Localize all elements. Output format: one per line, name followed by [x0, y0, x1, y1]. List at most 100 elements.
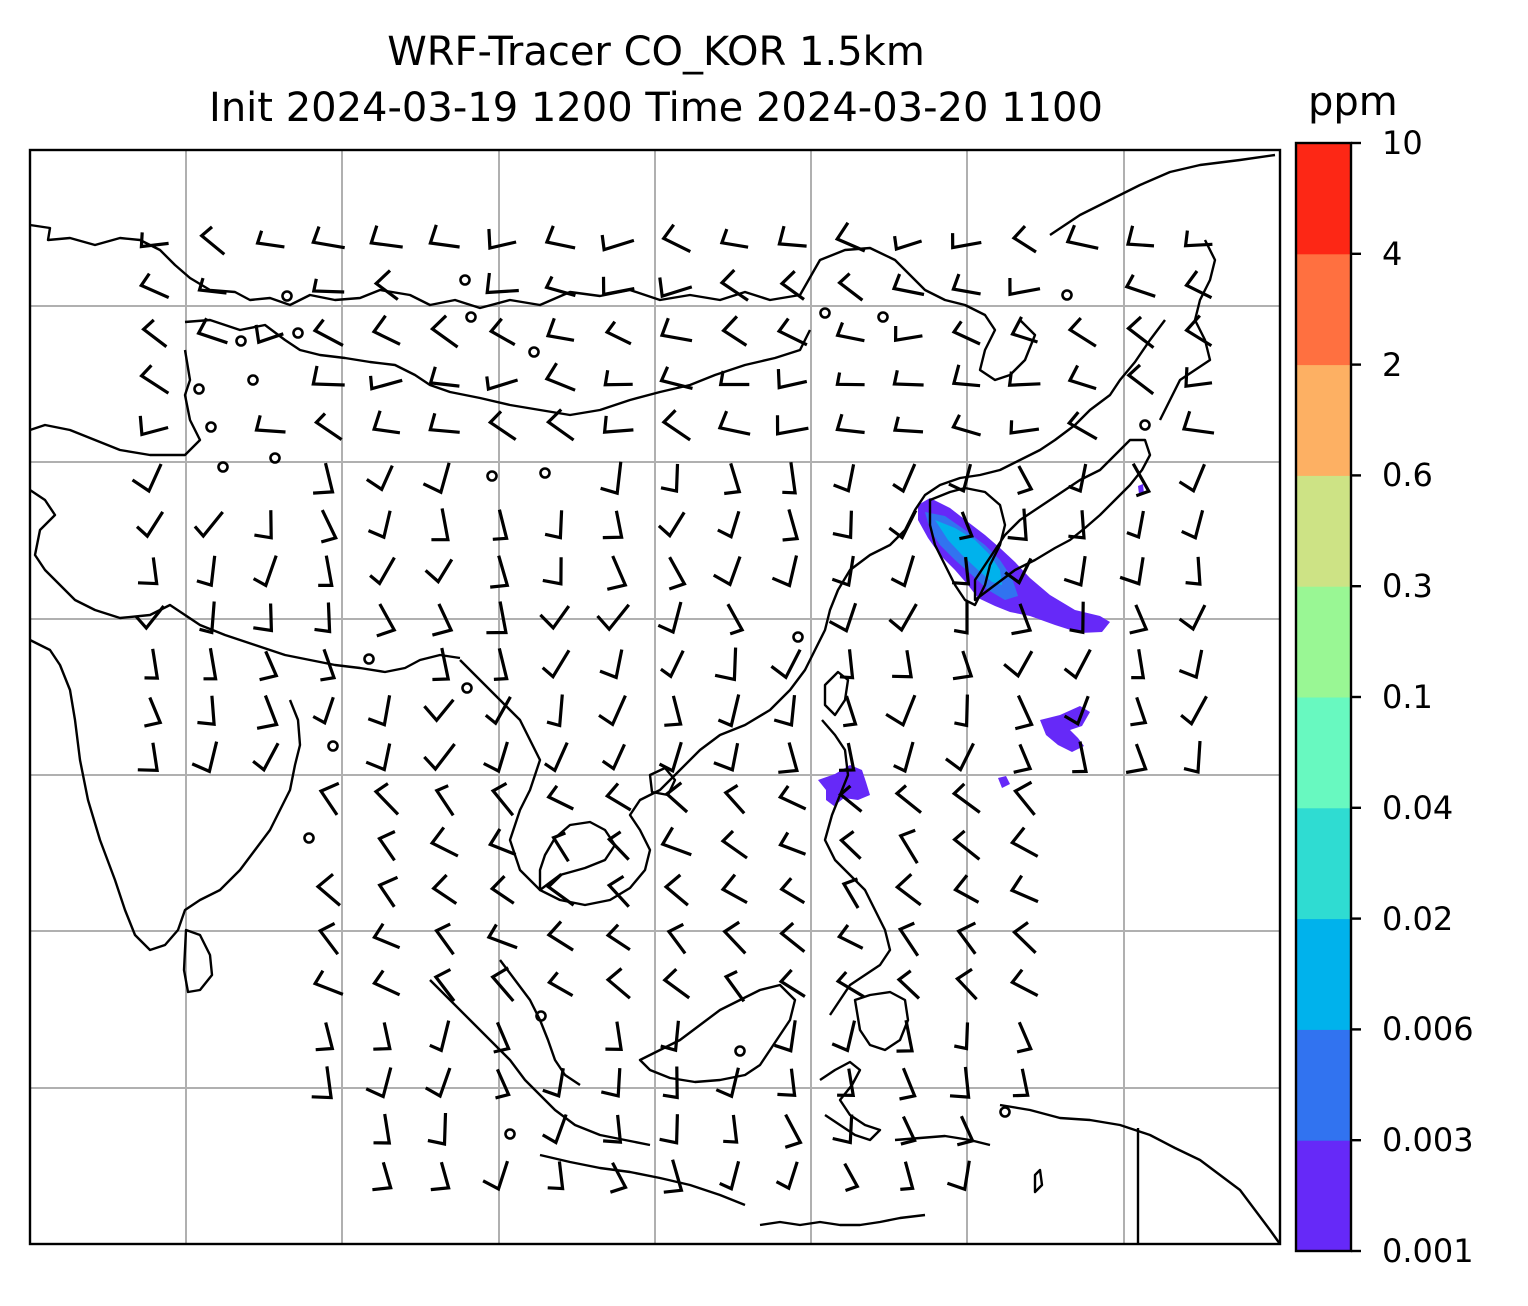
coast-west-china	[29, 349, 202, 457]
calm-circle	[539, 467, 551, 479]
wind-barb	[1012, 780, 1036, 816]
coast-borneo	[638, 983, 797, 1084]
calm-circle	[327, 740, 339, 752]
wind-barb	[1184, 314, 1213, 348]
wind-barb	[659, 317, 693, 343]
wind-barb	[1185, 556, 1202, 586]
wind-barb	[482, 1160, 510, 1192]
wind-barb	[777, 784, 807, 811]
colorbar-tick-label: 2	[1382, 345, 1403, 384]
colorbar-segment	[1296, 253, 1351, 366]
wind-barb	[313, 412, 343, 441]
wind-barb	[369, 225, 403, 249]
coast-java	[539, 1153, 746, 1207]
wind-barb	[605, 1021, 623, 1052]
coast-sulawesi	[819, 1060, 882, 1142]
wind-barb	[369, 556, 396, 586]
wind-barb	[546, 971, 574, 997]
wind-barb	[1129, 604, 1149, 635]
wind-barb	[603, 369, 633, 387]
wind-barb	[1180, 695, 1208, 727]
wind-barb	[953, 874, 980, 904]
wind-barb	[951, 556, 971, 586]
wind-barb	[547, 1161, 565, 1191]
coast-taiwan	[823, 670, 850, 717]
wind-barb	[373, 782, 400, 816]
calm-circle	[792, 631, 804, 643]
wind-barb	[1067, 364, 1097, 391]
wind-barb	[900, 1161, 915, 1191]
colorbar-segment	[1296, 807, 1351, 920]
coast-india-north	[29, 489, 461, 674]
wind-barb	[605, 967, 631, 1000]
colorbar-segment	[1296, 586, 1351, 698]
wind-barb	[1063, 555, 1087, 588]
wind-barb	[546, 920, 574, 952]
wind-barb	[197, 695, 216, 726]
wind-barb	[951, 273, 981, 296]
coast-philippines	[821, 719, 892, 1016]
wind-barb	[1009, 826, 1039, 858]
colorbar-tick-label: 0.3	[1382, 567, 1433, 606]
wind-barb	[254, 324, 284, 345]
coast-sumatra	[429, 979, 651, 1147]
calm-circle	[303, 832, 315, 844]
calm-circle	[734, 1045, 746, 1057]
wind-barb	[893, 741, 915, 774]
wind-barb	[658, 741, 683, 774]
wind-barb	[428, 412, 460, 434]
calm-circle	[461, 682, 473, 694]
colorbar-segment	[1296, 364, 1351, 476]
wind-barb	[495, 1068, 511, 1100]
wind-barb	[719, 1160, 741, 1191]
wind-barb	[718, 370, 750, 387]
wind-barb	[1011, 225, 1037, 254]
wind-barb	[487, 228, 517, 250]
wind-barb	[782, 508, 800, 542]
calm-circle	[292, 327, 304, 339]
wind-barb	[837, 1068, 856, 1098]
calm-circle	[459, 274, 471, 286]
wind-barb	[193, 510, 224, 539]
calm-circle	[999, 1106, 1011, 1118]
wind-barb	[899, 1067, 917, 1101]
calm-circle	[363, 653, 375, 665]
coast-island-pt	[1033, 1168, 1044, 1194]
wind-barb	[602, 415, 634, 434]
wind-barb	[138, 415, 169, 437]
wind-barb	[1125, 225, 1155, 248]
wind-barb	[777, 1068, 797, 1097]
wind-barb	[666, 922, 687, 955]
wind-barb	[775, 1161, 799, 1191]
wind-barb	[896, 969, 921, 1000]
wind-barb	[946, 1160, 971, 1192]
coast-china-mongolia	[184, 318, 812, 417]
wind-barb	[1183, 740, 1202, 775]
colorbar-tick-label: 0.1	[1382, 678, 1433, 716]
wind-barb	[838, 830, 862, 860]
wind-barb	[831, 555, 855, 588]
wind-barb	[430, 1161, 451, 1192]
wind-barb	[776, 317, 808, 347]
wind-barb	[776, 369, 808, 390]
wind-barb	[717, 694, 741, 728]
wind-barb	[1017, 465, 1034, 496]
wind-barb	[596, 603, 631, 632]
wind-barb	[944, 742, 975, 773]
wind-barb	[486, 601, 508, 635]
wind-barb	[486, 923, 518, 950]
calm-circle	[217, 461, 229, 473]
calm-circle	[247, 374, 259, 386]
colorbar-frame	[1294, 141, 1353, 1253]
wind-barb	[546, 694, 564, 728]
calm-circle	[877, 311, 889, 323]
chart-title-line2: Init 2024-03-19 1200 Time 2024-03-20 110…	[209, 85, 1103, 131]
wind-barb	[137, 557, 159, 586]
wind-barb	[668, 556, 687, 591]
wind-barb	[843, 1162, 860, 1193]
coast-timor	[894, 1134, 991, 1147]
wind-barb	[196, 555, 217, 588]
wind-barb	[954, 967, 978, 1001]
colorbar-tick-label: 0.003	[1382, 1121, 1474, 1160]
wind-barb	[144, 648, 160, 680]
